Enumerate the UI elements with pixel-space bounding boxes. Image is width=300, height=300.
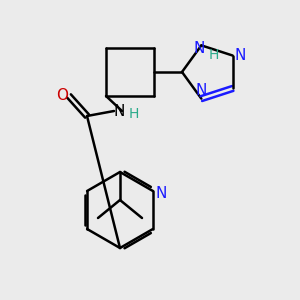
Text: N: N: [235, 48, 246, 63]
Text: N: N: [194, 41, 205, 56]
Text: N: N: [196, 83, 207, 98]
Text: H: H: [129, 107, 139, 121]
Text: N: N: [113, 103, 125, 118]
Text: N: N: [155, 185, 166, 200]
Text: H: H: [208, 48, 218, 62]
Text: O: O: [56, 88, 68, 103]
